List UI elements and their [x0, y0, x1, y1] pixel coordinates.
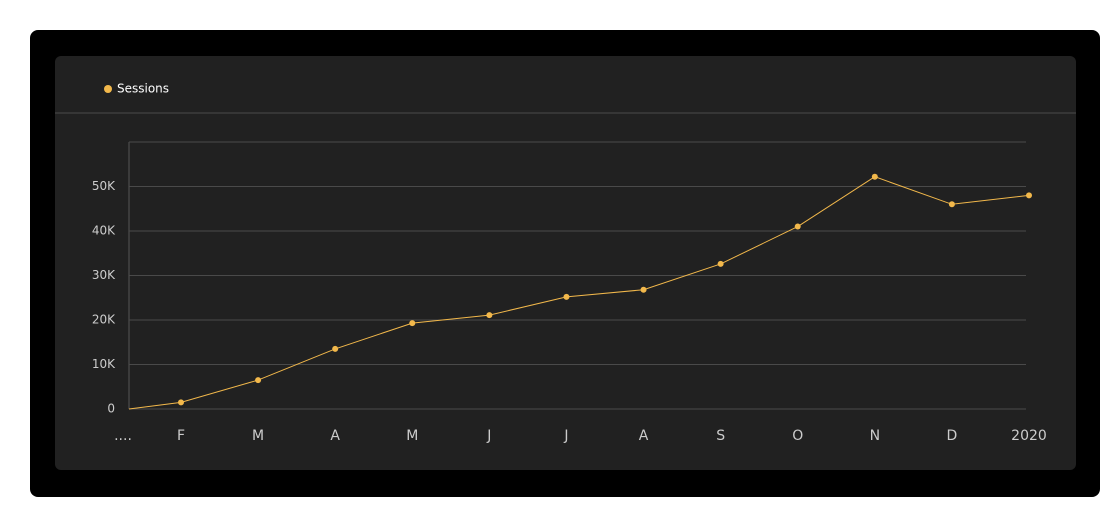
point	[794, 223, 801, 230]
x-tick-label: D	[947, 428, 958, 444]
x-tick-label: N	[870, 428, 880, 444]
point	[563, 293, 570, 300]
x-tick-label: A	[639, 428, 649, 444]
point	[486, 312, 493, 319]
x-tick-label: M	[252, 428, 264, 444]
card	[55, 56, 1076, 470]
x-tick-label: J	[563, 428, 568, 444]
y-tick-label: 30K	[92, 268, 116, 282]
point	[255, 377, 262, 384]
point	[178, 399, 184, 406]
point	[871, 173, 878, 180]
x-tick-label: J	[486, 428, 491, 444]
x-tick-label: O	[792, 428, 803, 444]
x-tick-label: A	[330, 428, 340, 444]
point	[717, 260, 724, 267]
x-tick-label: S	[716, 428, 725, 444]
point	[948, 201, 955, 208]
point	[409, 320, 416, 327]
point	[1026, 192, 1032, 199]
y-tick-label: 0	[107, 402, 115, 416]
y-tick-label: 50K	[92, 179, 116, 193]
y-tick-label: 40K	[92, 224, 116, 238]
x-tick-label: ....	[114, 428, 132, 444]
legend-label: Sessions	[117, 82, 169, 96]
point	[332, 345, 339, 352]
x-tick-label: 2020	[1011, 428, 1047, 444]
y-tick-label: 10K	[92, 357, 116, 371]
x-tick-label: M	[406, 428, 418, 444]
legend-marker	[104, 85, 112, 93]
x-tick-label: F	[177, 428, 185, 444]
point	[640, 286, 647, 293]
y-tick-label: 20K	[92, 313, 116, 327]
